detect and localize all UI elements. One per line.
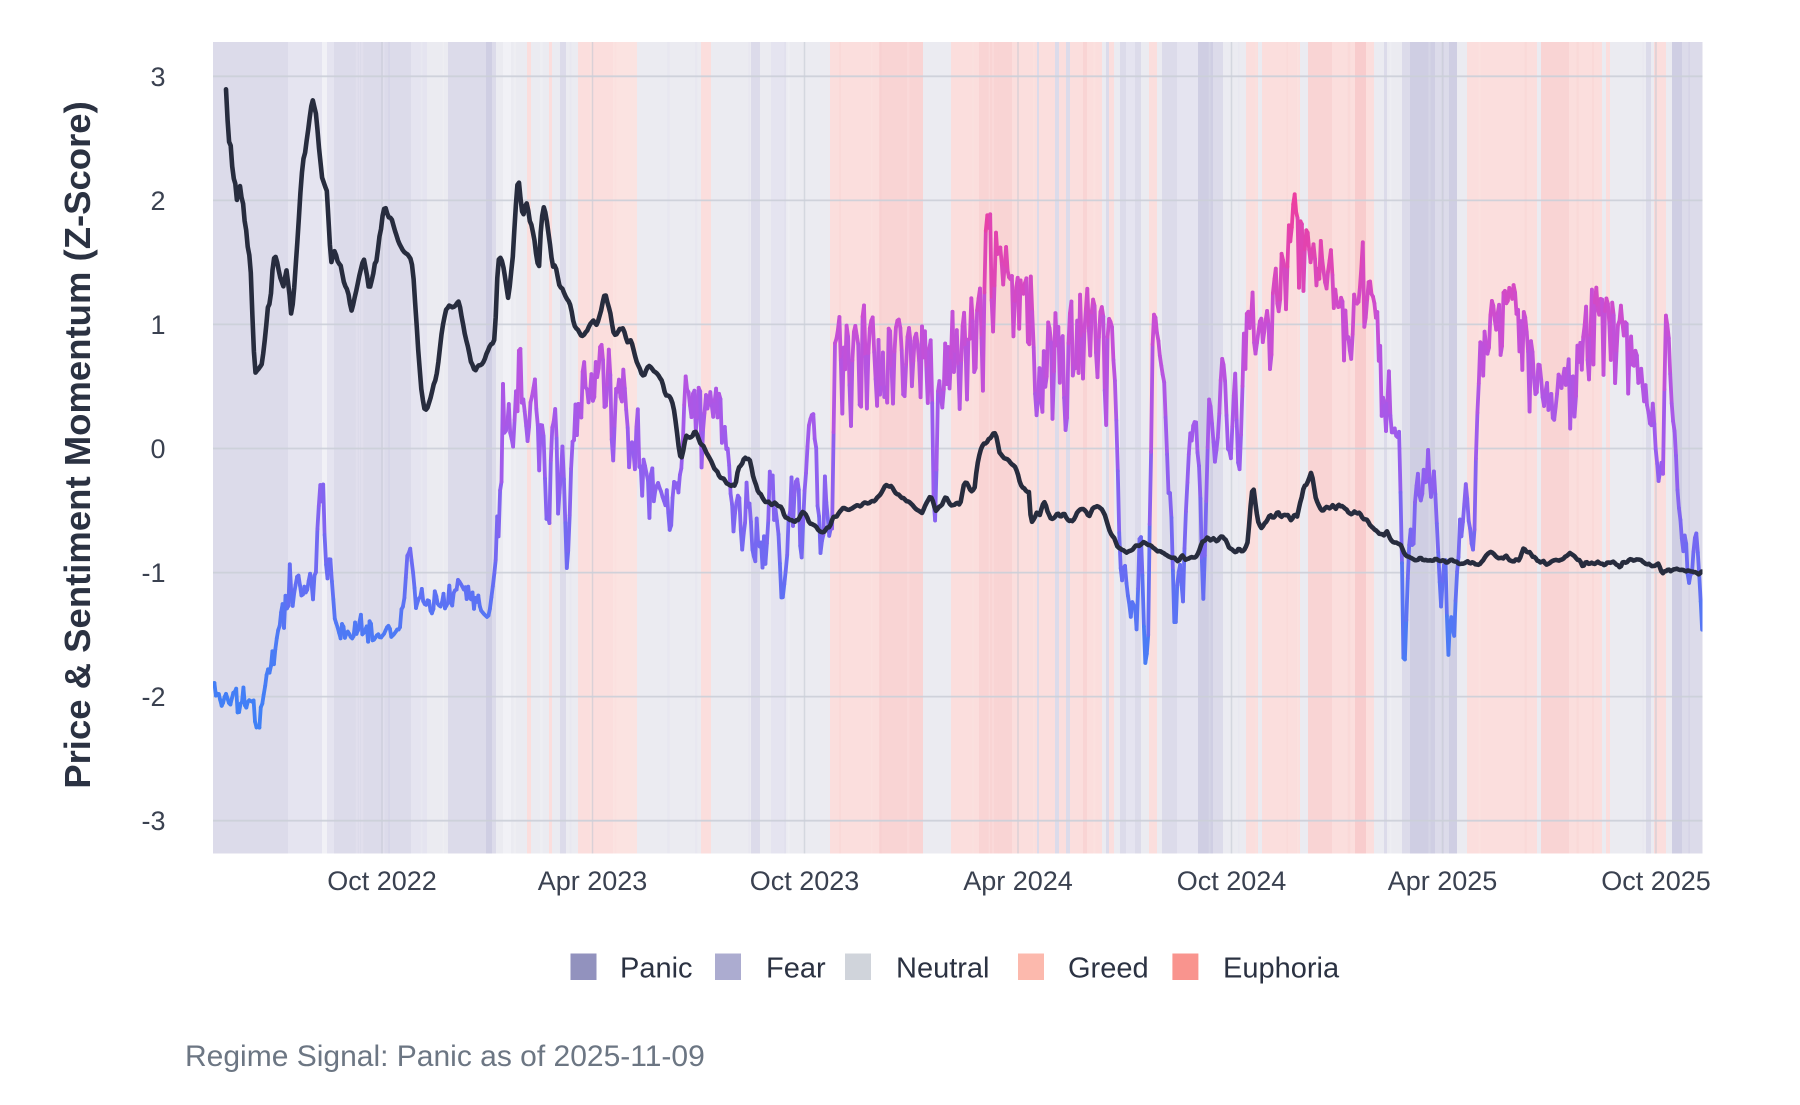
svg-text:Panic: Panic xyxy=(620,953,693,985)
svg-text:1: 1 xyxy=(150,310,165,340)
svg-text:Oct 2024: Oct 2024 xyxy=(1177,866,1287,896)
svg-text:Apr 2024: Apr 2024 xyxy=(963,866,1073,896)
svg-text:Greed: Greed xyxy=(1068,953,1149,985)
svg-text:Fear: Fear xyxy=(766,953,826,985)
svg-text:Apr 2023: Apr 2023 xyxy=(538,866,648,896)
svg-text:Oct 2023: Oct 2023 xyxy=(750,866,860,896)
svg-text:Regime Signal: Panic as of 202: Regime Signal: Panic as of 2025-11-09 xyxy=(185,1040,705,1073)
svg-text:-3: -3 xyxy=(141,806,165,836)
svg-text:3: 3 xyxy=(150,62,165,92)
svg-text:-2: -2 xyxy=(141,682,165,712)
svg-text:Oct 2022: Oct 2022 xyxy=(327,866,437,896)
svg-text:Euphoria: Euphoria xyxy=(1223,953,1340,985)
svg-text:Neutral: Neutral xyxy=(896,953,990,985)
svg-text:Oct 2025: Oct 2025 xyxy=(1601,866,1711,896)
svg-text:-1: -1 xyxy=(141,558,165,588)
svg-text:Price & Sentiment Momentum (Z-: Price & Sentiment Momentum (Z-Score) xyxy=(57,101,98,789)
svg-text:Apr 2025: Apr 2025 xyxy=(1388,866,1498,896)
svg-text:2: 2 xyxy=(150,186,165,216)
svg-text:0: 0 xyxy=(150,434,165,464)
